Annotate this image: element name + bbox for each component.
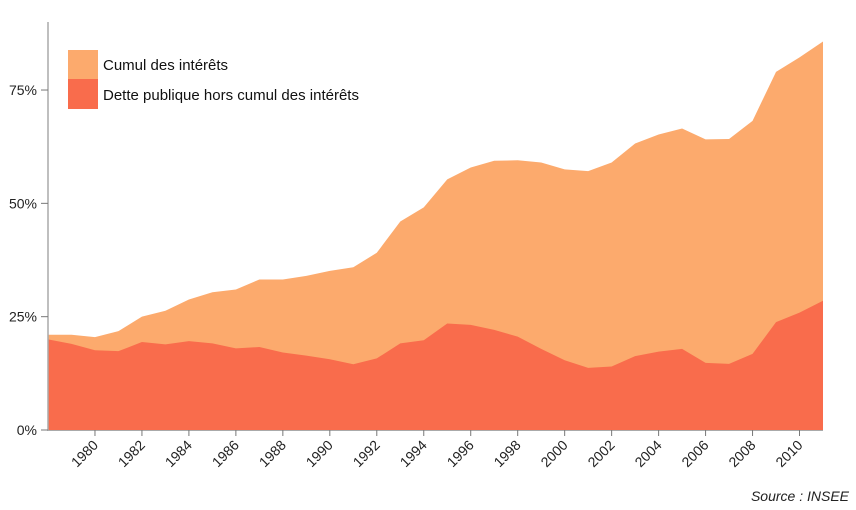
x-tick-label: 2002 xyxy=(584,437,617,470)
legend-label-dette: Dette publique hors cumul des intérêts xyxy=(103,87,359,104)
y-tick-label: 25% xyxy=(9,309,37,325)
x-tick-label: 2006 xyxy=(678,437,711,470)
x-tick-label: 2000 xyxy=(537,437,570,470)
legend-swatch-dette xyxy=(68,79,98,109)
y-tick-label: 50% xyxy=(9,195,37,211)
y-tick-label: 0% xyxy=(17,422,37,438)
legend-swatch-cumul xyxy=(68,50,98,79)
source-note: Source : INSEE xyxy=(750,488,849,504)
y-tick-label: 75% xyxy=(9,82,37,98)
x-tick-label: 1982 xyxy=(115,437,148,470)
x-tick-label: 1984 xyxy=(162,437,195,470)
x-tick-label: 1994 xyxy=(397,437,430,470)
x-tick-label: 1998 xyxy=(490,437,523,470)
x-tick-label: 2004 xyxy=(631,437,664,470)
x-tick-label: 2010 xyxy=(772,437,805,470)
x-tick-label: 1986 xyxy=(209,437,242,470)
area-dette-publique xyxy=(48,300,823,430)
legend: Cumul des intérêts Dette publique hors c… xyxy=(68,50,359,109)
area-cumul-des-interets xyxy=(48,41,823,430)
x-tick-label: 2008 xyxy=(725,437,758,470)
x-tick-label: 1996 xyxy=(444,437,477,470)
x-tick-label: 1990 xyxy=(303,437,336,470)
x-tick-label: 1980 xyxy=(68,437,101,470)
x-tick-label: 1988 xyxy=(256,437,289,470)
legend-label-cumul: Cumul des intérêts xyxy=(103,57,228,74)
x-tick-label: 1992 xyxy=(350,437,383,470)
